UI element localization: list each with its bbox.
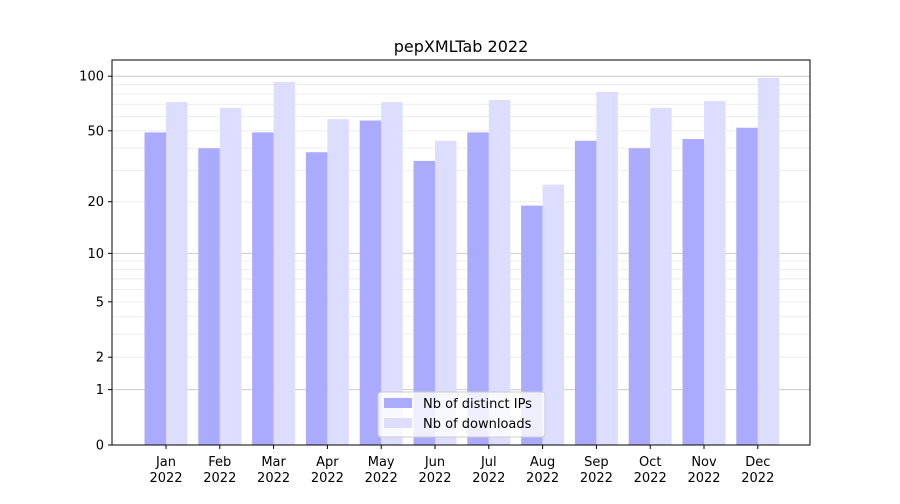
y-tick-label: 0 [96, 439, 104, 454]
bar-downloads [757, 77, 780, 445]
chart-title: pepXMLTab 2022 [394, 37, 529, 56]
bar-distinct-ips [736, 127, 758, 445]
x-tick-label: Dec 2022 [741, 455, 774, 486]
bar-distinct-ips [574, 140, 597, 445]
bar-distinct-ips [144, 132, 166, 445]
legend-box [377, 391, 546, 438]
bar-distinct-ips [413, 160, 435, 445]
bar-distinct-ips [682, 139, 704, 446]
y-tick-label: 100 [79, 70, 104, 85]
x-tick-label: Jul 2022 [472, 455, 505, 486]
y-tick-label: 2 [96, 351, 104, 366]
bar-distinct-ips [467, 132, 489, 445]
bar-distinct-ips [521, 205, 543, 445]
x-tick-label: Jun 2022 [418, 455, 451, 486]
x-tick-label: Feb 2022 [203, 455, 236, 486]
bar-distinct-ips [252, 132, 274, 445]
y-tick-label: 5 [96, 295, 104, 310]
x-tick-label: Apr 2022 [311, 455, 344, 486]
legend-label: Nb of downloads [423, 417, 532, 432]
bar-distinct-ips [628, 148, 651, 445]
y-tick-label: 50 [87, 124, 104, 139]
x-tick-label: Aug 2022 [526, 455, 559, 486]
bar-downloads [435, 140, 457, 445]
x-tick-label: Nov 2022 [687, 455, 720, 486]
bar-downloads [381, 102, 403, 445]
y-tick-label: 10 [87, 247, 104, 262]
y-tick-label: 1 [96, 383, 104, 398]
bar-downloads [488, 99, 511, 446]
x-tick-label: Sep 2022 [580, 455, 613, 486]
bar-downloads [273, 81, 296, 446]
y-tick-label: 20 [87, 195, 104, 210]
legend-swatch [384, 418, 412, 428]
bar-downloads [596, 91, 618, 445]
bar-downloads [704, 101, 726, 445]
bar-downloads [166, 102, 188, 445]
x-tick-label: Mar 2022 [257, 455, 290, 486]
bar-distinct-ips [305, 152, 328, 445]
bar-downloads [327, 119, 349, 445]
legend-label: Nb of distinct IPs [423, 397, 532, 412]
x-tick-label: Jan 2022 [149, 455, 182, 486]
bar-distinct-ips [198, 148, 220, 445]
legend-swatch [384, 398, 412, 408]
bar-downloads [650, 107, 672, 445]
x-tick-label: May 2022 [365, 455, 398, 486]
bar-distinct-ips [359, 120, 382, 446]
axes-frame [111, 59, 811, 446]
bar-downloads [542, 184, 565, 445]
bar-downloads [219, 107, 242, 445]
x-tick-label: Oct 2022 [634, 455, 667, 486]
